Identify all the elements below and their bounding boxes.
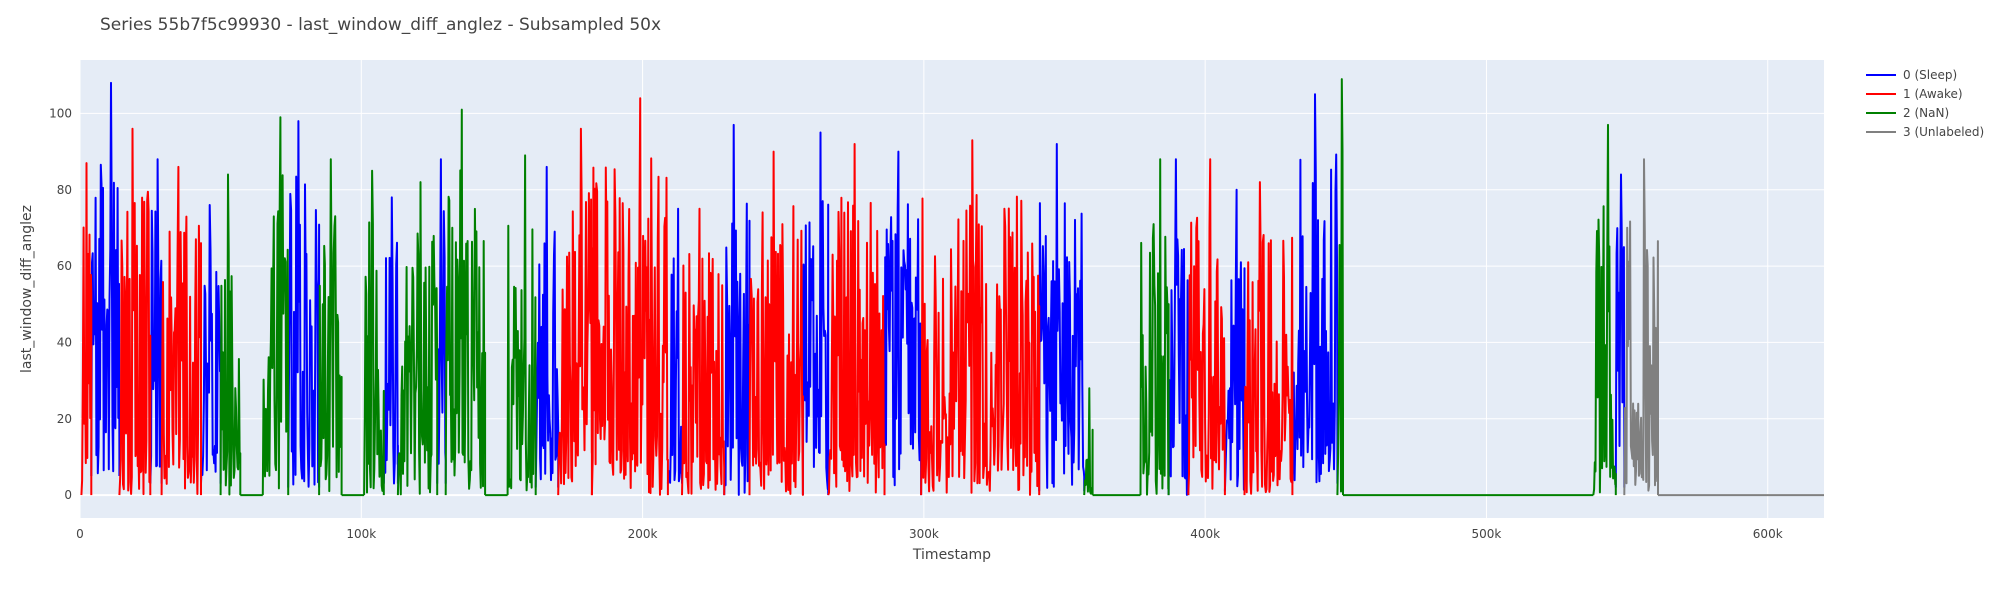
series-line bbox=[1243, 181, 1294, 496]
legend-item[interactable]: 3 (Unlabeled) bbox=[1866, 125, 1984, 139]
series-line bbox=[287, 120, 321, 488]
series-line bbox=[801, 131, 830, 496]
series-layer bbox=[80, 78, 1824, 497]
x-tick-label: 300k bbox=[909, 527, 939, 541]
chart-title: Series 55b7f5c99930 - last_window_diff_a… bbox=[100, 15, 661, 35]
series-line bbox=[1336, 78, 1344, 496]
x-tick-label: 500k bbox=[1472, 527, 1502, 541]
legend-label: 1 (Awake) bbox=[1903, 87, 1963, 101]
y-tick-labels: 0 20 40 60 80 100 bbox=[49, 106, 72, 502]
series-line bbox=[681, 207, 726, 496]
series-line bbox=[920, 139, 1041, 496]
x-tick-label: 100k bbox=[346, 527, 376, 541]
series-line bbox=[261, 116, 290, 496]
x-tick-label: 0 bbox=[76, 527, 84, 541]
series-1 bbox=[80, 97, 1294, 496]
series-line bbox=[160, 165, 202, 496]
x-tick-label: 600k bbox=[1753, 527, 1783, 541]
y-tick-label: 100 bbox=[49, 106, 72, 120]
series-line bbox=[748, 150, 804, 496]
x-tick-label: 400k bbox=[1190, 527, 1220, 541]
y-tick-label: 20 bbox=[57, 412, 72, 426]
series-line bbox=[1223, 188, 1246, 492]
legend-label: 2 (NaN) bbox=[1903, 106, 1949, 120]
series-2 bbox=[219, 78, 1617, 497]
y-tick-label: 0 bbox=[64, 488, 72, 502]
series-line bbox=[1083, 387, 1094, 496]
series-line bbox=[396, 181, 439, 496]
series-line bbox=[534, 165, 560, 488]
series-line bbox=[827, 143, 886, 496]
series-line bbox=[723, 123, 751, 496]
legend-item[interactable]: 1 (Awake) bbox=[1866, 87, 1963, 101]
series-3 bbox=[1623, 158, 1824, 497]
series-line bbox=[444, 108, 487, 496]
series-line bbox=[1187, 158, 1226, 496]
x-tick-label: 200k bbox=[628, 527, 658, 541]
series-line bbox=[590, 97, 669, 496]
x-tick-labels: 0 100k 200k 300k 400k 500k 600k bbox=[76, 527, 1783, 541]
series-line bbox=[149, 158, 163, 484]
legend-label: 0 (Sleep) bbox=[1903, 68, 1957, 82]
series-line bbox=[666, 207, 683, 484]
legend-item[interactable]: 2 (NaN) bbox=[1866, 106, 1949, 120]
y-tick-label: 80 bbox=[57, 183, 72, 197]
series-line bbox=[1614, 173, 1626, 488]
legend-item[interactable]: 0 (Sleep) bbox=[1866, 68, 1957, 82]
series-line bbox=[363, 169, 385, 496]
series-line bbox=[318, 158, 343, 496]
series-line bbox=[90, 81, 121, 477]
y-axis-title: last_window_diff_anglez bbox=[19, 205, 35, 373]
x-axis-title: Timestamp bbox=[912, 547, 991, 563]
y-tick-label: 40 bbox=[57, 335, 72, 349]
legend-label: 3 (Unlabeled) bbox=[1903, 125, 1984, 139]
series-line bbox=[506, 154, 537, 496]
series-line bbox=[557, 127, 593, 496]
y-tick-label: 60 bbox=[57, 259, 72, 273]
series-line bbox=[80, 162, 93, 496]
series-line bbox=[1139, 158, 1170, 496]
series-line bbox=[1167, 158, 1190, 496]
legend[interactable]: 0 (Sleep) 1 (Awake) 2 (NaN) 3 (Unlabeled) bbox=[1866, 68, 1984, 139]
series-line bbox=[1592, 123, 1617, 496]
series-line bbox=[1038, 143, 1086, 492]
series-line bbox=[1623, 158, 1659, 496]
series-line bbox=[1291, 93, 1339, 484]
series-line bbox=[382, 196, 399, 485]
series-line bbox=[883, 150, 923, 496]
series-line bbox=[219, 173, 242, 496]
series-line bbox=[200, 204, 222, 484]
series-line bbox=[118, 127, 152, 496]
